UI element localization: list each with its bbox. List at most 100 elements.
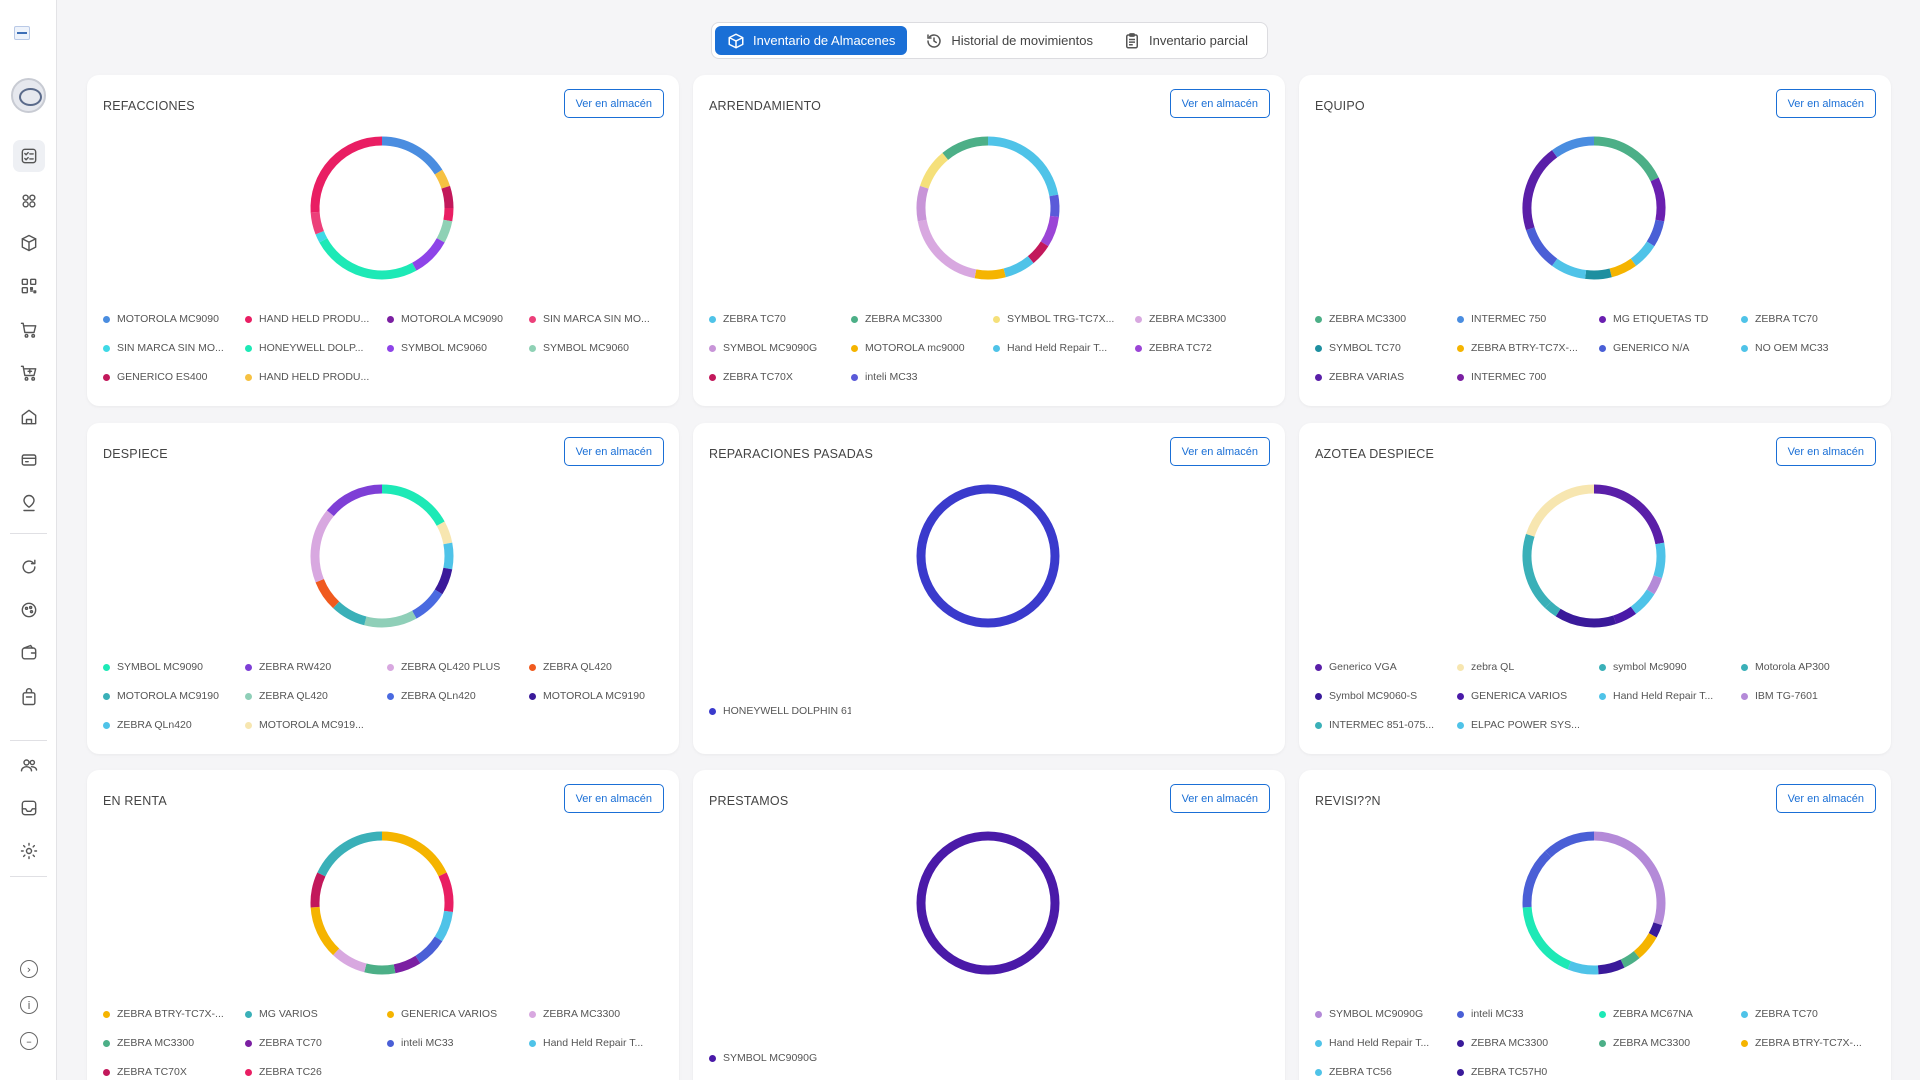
legend-item[interactable]: ZEBRA MC3300 <box>103 1035 245 1051</box>
sidebar-item-qr[interactable] <box>13 270 45 302</box>
legend-item[interactable]: inteli MC33 <box>1457 1006 1599 1022</box>
donut-slice[interactable] <box>1646 575 1663 595</box>
donut-slice[interactable] <box>411 237 445 271</box>
donut-slice[interactable] <box>1613 606 1637 625</box>
legend-item[interactable]: ZEBRA TC70X <box>709 369 851 385</box>
donut-slice[interactable] <box>1551 258 1587 279</box>
donut-slice[interactable] <box>1609 258 1637 278</box>
donut-slice[interactable] <box>1593 831 1666 926</box>
donut-slice[interactable] <box>1049 194 1060 217</box>
legend-item[interactable]: MOTOROLA MC919... <box>245 717 387 733</box>
legend-item[interactable]: ZEBRA TC70 <box>709 311 851 327</box>
donut-slice[interactable] <box>1027 241 1049 264</box>
legend-item[interactable]: ZEBRA TC70 <box>1741 1006 1883 1022</box>
view-in-warehouse-button[interactable]: Ver en almacén <box>563 437 664 466</box>
sidebar-item-wallet[interactable] <box>13 637 45 669</box>
donut-slice[interactable] <box>333 601 367 626</box>
legend-item[interactable]: HONEYWELL DOLP... <box>245 340 387 356</box>
donut-slice[interactable] <box>443 542 454 570</box>
legend-item[interactable]: ZEBRA MC3300 <box>1599 1035 1741 1051</box>
view-in-warehouse-button[interactable]: Ver en almacén <box>1169 89 1270 118</box>
sidebar-item-users[interactable] <box>13 749 45 781</box>
donut-slice[interactable] <box>441 185 454 209</box>
legend-item[interactable]: ZEBRA TC26 <box>245 1064 387 1080</box>
legend-item[interactable]: GENERICO ES400 <box>103 369 245 385</box>
legend-item[interactable]: symbol Mc9090 <box>1599 659 1741 675</box>
donut-slice[interactable] <box>1597 959 1625 975</box>
legend-item[interactable]: MOTOROLA MC9090 <box>103 311 245 327</box>
view-in-warehouse-button[interactable]: Ver en almacén <box>1775 89 1876 118</box>
donut-slice[interactable] <box>310 872 326 908</box>
legend-item[interactable]: ZEBRA TC70X <box>103 1064 245 1080</box>
legend-item[interactable]: NO OEM MC33 <box>1741 340 1883 356</box>
legend-item[interactable]: INTERMEC 851-075... <box>1315 717 1457 733</box>
view-in-warehouse-button[interactable]: Ver en almacén <box>1775 437 1876 466</box>
donut-slice[interactable] <box>1555 608 1617 628</box>
legend-item[interactable]: GENERICA VARIOS <box>1457 688 1599 704</box>
sidebar-item-settings[interactable] <box>13 835 45 867</box>
donut-slice[interactable] <box>1593 484 1665 545</box>
legend-item[interactable]: SIN MARCA SIN MO... <box>529 311 671 327</box>
donut-slice[interactable] <box>974 268 1006 280</box>
legend-item[interactable]: inteli MC33 <box>387 1035 529 1051</box>
sidebar-item-refresh[interactable] <box>13 551 45 583</box>
donut-slice[interactable] <box>1648 922 1663 938</box>
donut-slice[interactable] <box>381 484 445 527</box>
donut-slice[interactable] <box>1522 533 1552 609</box>
donut-slice[interactable] <box>310 136 383 213</box>
legend-item[interactable]: ZEBRA MC3300 <box>529 1006 671 1022</box>
donut-slice[interactable] <box>1593 136 1659 182</box>
donut-slice[interactable] <box>319 238 417 280</box>
sidebar-item-truck[interactable] <box>13 444 45 476</box>
sidebar-item-bag[interactable] <box>13 681 45 713</box>
donut-slice[interactable] <box>434 169 451 189</box>
legend-item[interactable]: MG VARIOS <box>245 1006 387 1022</box>
legend-item[interactable]: zebra QL <box>1457 659 1599 675</box>
donut-slice[interactable] <box>1522 906 1572 970</box>
donut-slice[interactable] <box>393 955 421 974</box>
donut-slice[interactable] <box>1551 136 1595 158</box>
tab-historial-movimientos[interactable]: Historial de movimientos <box>913 26 1105 55</box>
donut-slice[interactable] <box>310 510 334 583</box>
legend-item[interactable]: INTERMEC 700 <box>1457 369 1599 385</box>
legend-item[interactable]: GENERICA VARIOS <box>387 1006 529 1022</box>
legend-item[interactable]: ELPAC POWER SYS... <box>1457 717 1599 733</box>
user-avatar[interactable] <box>11 78 46 113</box>
donut-slice[interactable] <box>1630 589 1655 614</box>
donut-slice[interactable] <box>315 230 328 243</box>
donut-slice[interactable] <box>1545 831 1595 858</box>
donut-slice[interactable] <box>310 906 340 956</box>
legend-item[interactable]: ZEBRA QLn420 <box>103 717 245 733</box>
legend-item[interactable]: Hand Held Repair T... <box>529 1035 671 1051</box>
sidebar-item-package[interactable] <box>13 227 45 259</box>
legend-item[interactable]: Motorola AP300 <box>1741 659 1883 675</box>
donut-slice[interactable] <box>364 963 396 975</box>
legend-item[interactable]: SYMBOL MC9060 <box>529 340 671 356</box>
view-in-warehouse-button[interactable]: Ver en almacén <box>563 89 664 118</box>
donut-slice[interactable] <box>1653 542 1666 579</box>
donut-slice[interactable] <box>317 831 383 877</box>
donut-slice[interactable] <box>1567 961 1599 975</box>
expand-icon[interactable]: › <box>20 960 38 978</box>
donut-slice[interactable] <box>1633 932 1657 959</box>
donut-slice[interactable] <box>1646 219 1665 247</box>
legend-item[interactable]: MG ETIQUETAS TD <box>1599 311 1741 327</box>
donut-slice[interactable] <box>415 936 443 964</box>
legend-item[interactable]: ZEBRA RW420 <box>245 659 387 675</box>
legend-item[interactable]: ZEBRA MC3300 <box>1457 1035 1599 1051</box>
sidebar-item-palette[interactable] <box>13 594 45 626</box>
sidebar-item-cart-add[interactable] <box>13 357 45 389</box>
legend-item[interactable]: HAND HELD PRODU... <box>245 311 387 327</box>
donut-slice[interactable] <box>1522 850 1552 908</box>
sidebar-item-grid[interactable] <box>13 185 45 217</box>
legend-item[interactable]: SYMBOL MC9090G <box>709 340 851 356</box>
donut-slice[interactable] <box>381 136 443 175</box>
donut-slice[interactable] <box>1630 241 1655 266</box>
legend-item[interactable]: Hand Held Repair T... <box>1599 688 1741 704</box>
legend-item[interactable]: ZEBRA QL420 <box>529 659 671 675</box>
legend-item[interactable]: ZEBRA BTRY-TC7X-... <box>103 1006 245 1022</box>
legend-item[interactable]: SYMBOL MC9090 <box>103 659 245 675</box>
donut-slice[interactable] <box>1526 484 1595 537</box>
legend-item[interactable]: SYMBOL MC9090G <box>1315 1006 1457 1022</box>
donut-slice[interactable] <box>942 136 989 160</box>
